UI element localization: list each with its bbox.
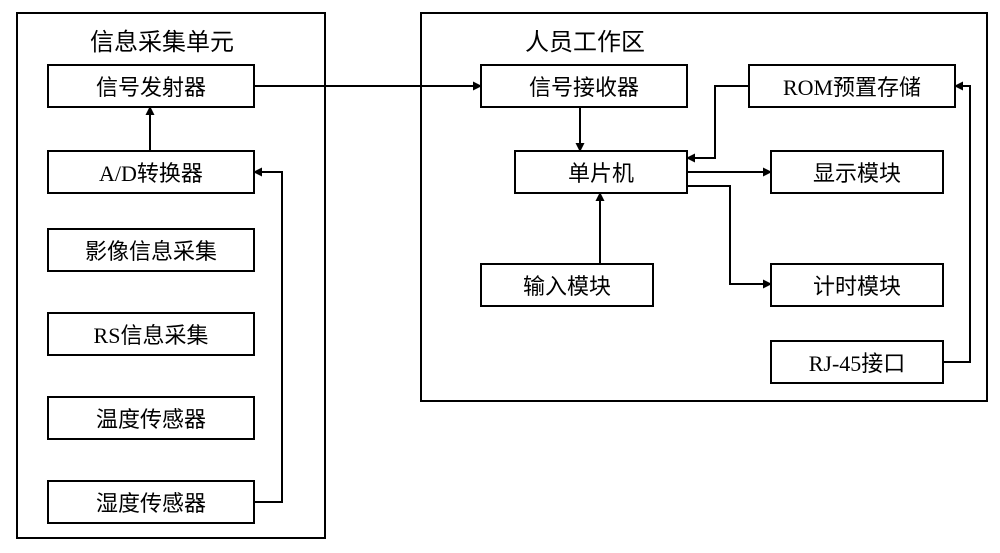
box-timer: 计时模块 <box>770 263 944 307</box>
left-container-title: 信息采集单元 <box>90 22 234 57</box>
box-tx: 信号发射器 <box>47 64 255 108</box>
box-img: 影像信息采集 <box>47 228 255 272</box>
box-display: 显示模块 <box>770 150 944 194</box>
box-temp: 温度传感器 <box>47 396 255 440</box>
box-rom: ROM预置存储 <box>748 64 956 108</box>
box-mcu: 单片机 <box>514 150 688 194</box>
box-adc: A/D转换器 <box>47 150 255 194</box>
box-rs: RS信息采集 <box>47 312 255 356</box>
box-input: 输入模块 <box>480 263 654 307</box>
right-container-title: 人员工作区 <box>525 22 645 57</box>
box-rx: 信号接收器 <box>480 64 688 108</box>
box-humid: 湿度传感器 <box>47 480 255 524</box>
box-rj45: RJ-45接口 <box>770 340 944 384</box>
